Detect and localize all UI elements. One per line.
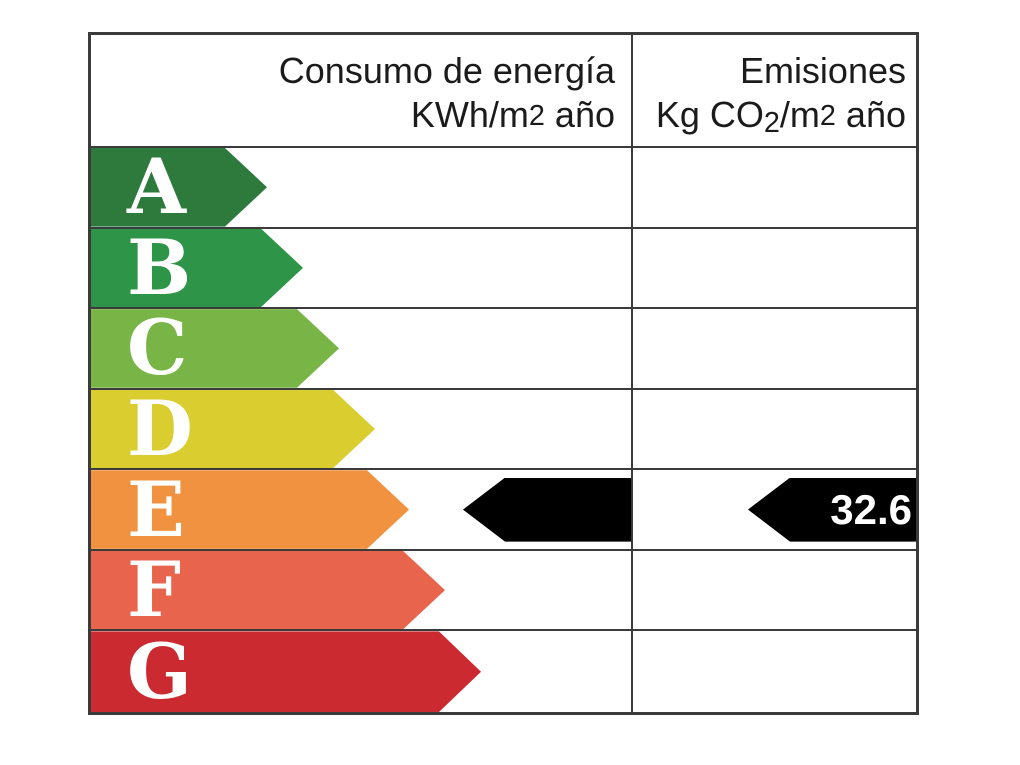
consumption-cell-d: D (91, 390, 631, 469)
consumption-cell-c: C (91, 309, 631, 388)
rating-row-c: C (91, 309, 916, 390)
rating-arrow-f: F (91, 551, 445, 630)
rating-letter-e: E (127, 464, 185, 554)
rating-arrow-e: E (91, 470, 409, 549)
header-emissions: Emisiones Kg CO2/m2 año (631, 35, 916, 146)
consumption-unit-text: KWh/m (410, 94, 529, 135)
emissions-cell-e: 32.6 (631, 470, 916, 549)
co2-subscript: 2 (763, 107, 780, 140)
rating-row-g: G (91, 631, 916, 712)
rating-letter-a: A (127, 142, 186, 232)
rating-arrow-g: G (91, 631, 481, 712)
rating-letter-g: G (127, 626, 192, 716)
rating-letter-c: C (127, 303, 188, 393)
emissions-unit-text: Kg CO (655, 94, 764, 135)
emissions-unit-mid: /m (779, 94, 820, 135)
header-consumption-line2: KWh/m2 año (91, 93, 615, 140)
table-header: Consumo de energía KWh/m2 año Emisiones … (91, 35, 916, 148)
rating-arrow-a: A (91, 148, 267, 227)
rating-arrow-d: D (91, 390, 375, 469)
header-emissions-line2: Kg CO2/m2 año (633, 93, 906, 140)
rating-row-b: B (91, 228, 916, 310)
consumption-marker-arrow (463, 477, 631, 542)
rating-row-a: A (91, 148, 916, 229)
rating-letter-d: D (127, 383, 193, 473)
rating-letter-f: F (127, 545, 181, 635)
consumption-cell-b: B (91, 229, 631, 308)
rating-row-e: E 32.6 (91, 470, 916, 551)
header-consumption: Consumo de energía KWh/m2 año (91, 35, 631, 146)
emissions-cell-b (631, 228, 916, 308)
consumption-cell-e: E (91, 470, 631, 549)
rating-row-d: D (91, 389, 916, 471)
rating-row-f: F (91, 550, 916, 632)
emissions-cell-f (631, 550, 916, 630)
rating-letter-b: B (127, 222, 192, 312)
emissions-unit-superscript: 2 (819, 99, 836, 132)
emissions-value: 32.6 (830, 485, 912, 533)
energy-rating-table: Consumo de energía KWh/m2 año Emisiones … (88, 32, 919, 715)
header-emissions-line1: Emisiones (739, 50, 906, 91)
rating-arrow-b: B (91, 229, 303, 308)
emissions-marker-arrow: 32.6 (748, 477, 916, 542)
emissions-unit-suffix: año (835, 94, 906, 135)
emissions-cell-d (631, 389, 916, 469)
emissions-cell-c (631, 309, 916, 388)
consumption-cell-a: A (91, 148, 631, 227)
consumption-cell-g: G (91, 631, 631, 712)
emissions-cell-g (631, 631, 916, 712)
rating-arrow-c: C (91, 309, 339, 388)
consumption-cell-f: F (91, 551, 631, 630)
consumption-unit-superscript: 2 (528, 99, 545, 132)
emissions-cell-a (631, 148, 916, 227)
header-consumption-line1: Consumo de energía (278, 50, 615, 91)
consumption-unit-suffix: año (544, 94, 615, 135)
